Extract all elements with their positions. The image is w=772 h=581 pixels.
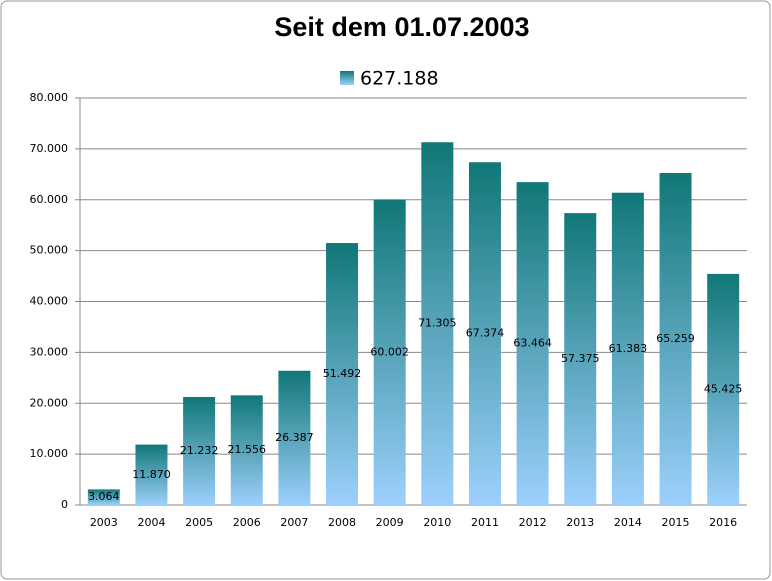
bar <box>373 199 406 506</box>
value-label: 51.492 <box>323 367 362 380</box>
x-tick-label: 2010 <box>423 516 451 529</box>
bar <box>135 444 168 505</box>
bar <box>564 213 597 506</box>
bar <box>468 162 501 505</box>
y-tick-label: 70.000 <box>30 142 69 155</box>
x-tick-label: 2011 <box>471 516 499 529</box>
bar <box>230 395 263 505</box>
value-label: 67.374 <box>466 327 505 340</box>
value-label: 45.425 <box>704 382 743 395</box>
bar <box>183 396 216 505</box>
x-tick-label: 2009 <box>376 516 404 529</box>
x-tick-label: 2014 <box>614 516 642 529</box>
x-tick-label: 2015 <box>662 516 690 529</box>
bar <box>516 182 549 506</box>
y-tick-label: 30.000 <box>30 345 69 358</box>
value-label: 65.259 <box>656 332 695 345</box>
x-tick-label: 2007 <box>280 516 308 529</box>
value-label: 63.464 <box>513 337 552 350</box>
bar <box>707 273 740 505</box>
legend-label: 627.188 <box>360 68 439 90</box>
value-label: 71.305 <box>418 317 457 330</box>
y-tick-label: 0 <box>61 498 68 511</box>
value-label: 26.387 <box>275 431 314 444</box>
bar <box>87 489 120 505</box>
value-label: 61.383 <box>609 342 648 355</box>
bar <box>611 192 644 505</box>
x-tick-label: 2008 <box>328 516 356 529</box>
x-tick-label: 2003 <box>90 516 118 529</box>
value-label: 60.002 <box>370 345 409 358</box>
value-label: 57.375 <box>561 352 600 365</box>
value-label: 21.232 <box>180 444 219 457</box>
x-tick-label: 2012 <box>519 516 547 529</box>
x-tick-label: 2006 <box>233 516 261 529</box>
x-tick-label: 2016 <box>709 516 737 529</box>
x-tick-label: 2005 <box>185 516 213 529</box>
bar <box>421 142 454 505</box>
value-label: 3.064 <box>88 490 120 503</box>
y-tick-label: 50.000 <box>30 244 69 257</box>
y-tick-label: 20.000 <box>30 396 69 409</box>
bar <box>278 370 311 505</box>
bar <box>326 243 359 505</box>
x-tick-label: 2013 <box>566 516 594 529</box>
y-tick-label: 60.000 <box>30 193 69 206</box>
value-label: 21.556 <box>228 443 267 456</box>
legend-swatch <box>340 71 354 85</box>
bar <box>659 172 692 505</box>
y-tick-label: 10.000 <box>30 447 69 460</box>
x-tick-label: 2004 <box>137 516 165 529</box>
y-tick-label: 80.000 <box>30 91 69 104</box>
y-tick-label: 40.000 <box>30 295 69 308</box>
chart-title: Seit dem 01.07.2003 <box>274 12 529 42</box>
value-label: 11.870 <box>132 468 171 481</box>
